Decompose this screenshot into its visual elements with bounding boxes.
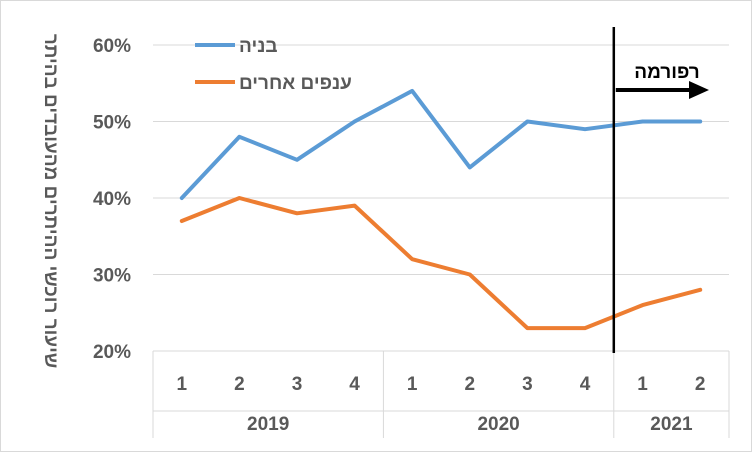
x-tick-label: 4 <box>349 374 360 395</box>
series-layer <box>179 88 703 331</box>
x-tick-label: 1 <box>177 374 188 395</box>
x-group-label: 2020 <box>477 414 519 435</box>
legend-label: בניה <box>239 36 278 57</box>
y-axis-label: שיעור רוכשי ההיתרים מהעובדים בהיתר <box>40 34 61 368</box>
y-tick-label: 20% <box>93 342 131 363</box>
y-tick-label: 50% <box>93 113 131 134</box>
x-tick-label: 3 <box>292 374 303 395</box>
annotation-layer: רפורמה <box>612 27 709 353</box>
x-tick-label: 2 <box>465 374 476 395</box>
x-tick-label: 2 <box>695 374 706 395</box>
y-tick-label: 60% <box>93 36 131 57</box>
x-tick-label: 3 <box>522 374 533 395</box>
series-line-0 <box>179 88 703 200</box>
x-tick-label: 1 <box>407 374 418 395</box>
x-group-label: 2019 <box>247 414 289 435</box>
reform-arrow-head <box>689 81 709 99</box>
y-tick-label: 30% <box>93 266 131 287</box>
series-line-1 <box>179 196 703 331</box>
x-group-label: 2021 <box>650 414 693 435</box>
legend-label: ענפים אחרים <box>239 73 352 94</box>
x-tick-label: 2 <box>234 374 245 395</box>
legend: בניה ענפים אחרים <box>195 36 352 94</box>
reform-label: רפורמה <box>634 62 700 83</box>
x-tick-label: 4 <box>580 374 591 395</box>
y-tick-label: 40% <box>93 189 131 210</box>
x-tick-label: 1 <box>637 374 648 395</box>
